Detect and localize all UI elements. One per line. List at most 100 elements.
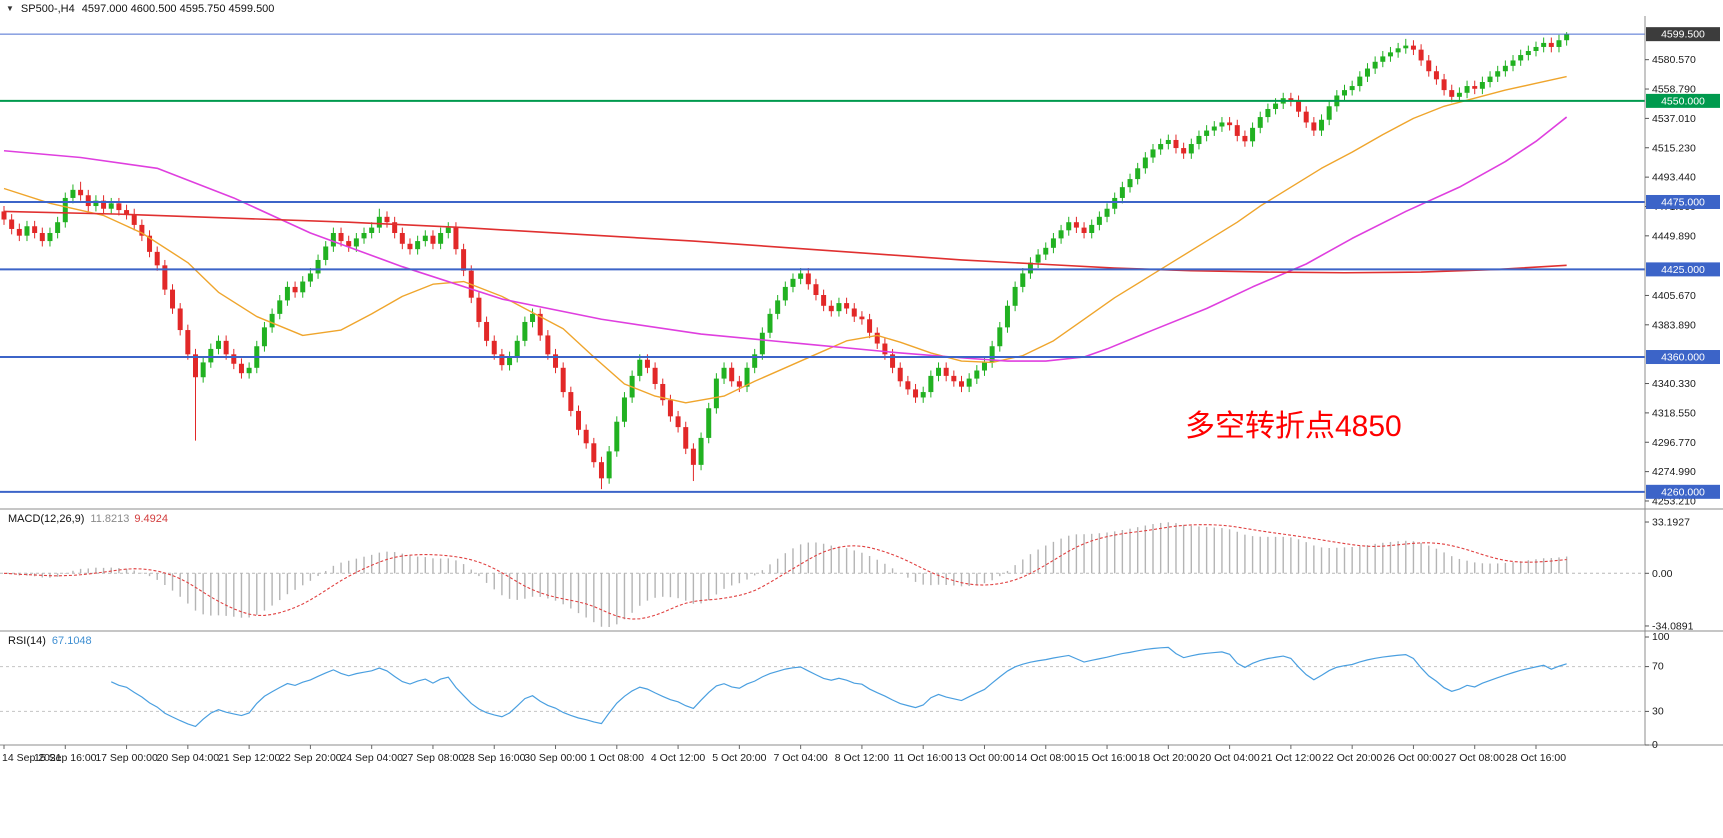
- price-line-badges[interactable]: 4550.000 4475.000 4425.000 4360.000 4260.000…: [1646, 27, 1720, 499]
- rsi-axis-label: 70: [1652, 661, 1664, 673]
- price-axis[interactable]: 4580.570 4558.790 4537.010 4515.230 4493.440…: [1645, 54, 1696, 507]
- candle: [1096, 216, 1102, 225]
- candle: [1548, 42, 1554, 47]
- candle: [238, 363, 244, 374]
- candle: [323, 246, 329, 260]
- ma-fast-orange: [3, 75, 1567, 404]
- candle: [706, 408, 712, 438]
- candle: [981, 362, 987, 371]
- candle: [522, 321, 528, 341]
- chart-menu-arrow-icon[interactable]: ▼: [6, 4, 14, 13]
- candle: [124, 210, 130, 215]
- candle: [1357, 76, 1363, 87]
- candle: [951, 375, 957, 382]
- time-tick-label: 18 Oct 20:00: [1138, 752, 1198, 764]
- time-tick-label: 21 Oct 12:00: [1261, 752, 1321, 764]
- candle: [1043, 247, 1049, 255]
- candle: [1349, 86, 1355, 91]
- price-badge: [1646, 27, 1720, 42]
- candle: [438, 232, 444, 244]
- macd-main-value: 11.8213: [90, 513, 130, 525]
- candle: [338, 232, 344, 242]
- candle: [62, 197, 68, 223]
- horizontal-lines[interactable]: [0, 33, 1645, 493]
- time-tick-label: 27 Oct 08:00: [1445, 752, 1505, 764]
- rsi-name: RSI(14): [8, 635, 46, 647]
- candle: [422, 235, 428, 242]
- macd-axis-label: -34.0891: [1652, 620, 1694, 632]
- macd-axis-label: 33.1927: [1652, 517, 1690, 529]
- candle: [491, 340, 497, 355]
- candle: [101, 200, 107, 209]
- price-tick-label: 4296.770: [1652, 437, 1696, 449]
- panel-separators: [0, 16, 1723, 746]
- candle: [162, 265, 168, 290]
- candle: [55, 222, 61, 233]
- candle: [47, 232, 53, 242]
- candle: [1372, 61, 1378, 69]
- candle: [1518, 55, 1524, 61]
- candle: [1012, 286, 1018, 306]
- candle: [346, 241, 352, 247]
- candle: [1311, 122, 1317, 131]
- candle: [867, 319, 873, 333]
- candle: [1479, 82, 1485, 89]
- price-tick-label: 4580.570: [1652, 54, 1696, 66]
- macd-panel[interactable]: 33.1927 0.00 -34.0891: [0, 517, 1694, 633]
- candle: [154, 251, 160, 266]
- candle: [890, 354, 896, 368]
- candle: [1426, 60, 1432, 72]
- candle: [269, 313, 275, 328]
- candle: [530, 313, 536, 322]
- candle: [637, 359, 643, 376]
- candle: [805, 273, 811, 285]
- ma-mid-magenta: [3, 116, 1568, 362]
- svg-text:4599.500: 4599.500: [1661, 29, 1705, 41]
- candle: [392, 222, 398, 233]
- candle: [1135, 168, 1141, 180]
- candle: [790, 278, 796, 287]
- candle: [1242, 135, 1248, 142]
- time-tick-label: 14 Oct 08:00: [1016, 752, 1076, 764]
- candle: [246, 367, 252, 374]
- price-tick-label: 4340.330: [1652, 378, 1696, 390]
- time-tick-label: 11 Oct 16:00: [894, 752, 954, 764]
- candle: [361, 232, 367, 239]
- candle: [667, 400, 673, 417]
- candle: [1196, 135, 1202, 145]
- candle: [1127, 179, 1133, 188]
- candle: [782, 286, 788, 301]
- time-tick-label: 17 Sep 00:00: [95, 752, 158, 764]
- candle: [1449, 90, 1455, 97]
- rsi-axis-label: 0: [1652, 739, 1658, 751]
- candle: [284, 286, 290, 301]
- candle: [223, 340, 229, 355]
- candle: [1234, 125, 1240, 136]
- macd-name: MACD(12,26,9): [8, 513, 85, 525]
- candle: [1219, 122, 1225, 127]
- candle: [767, 313, 773, 333]
- candle: [1265, 108, 1271, 118]
- candle: [1487, 76, 1493, 83]
- candle: [1250, 127, 1256, 142]
- time-tick-label: 1 Oct 08:00: [590, 752, 644, 764]
- candle: [905, 381, 911, 390]
- candle: [1081, 227, 1087, 233]
- candle: [1188, 144, 1194, 154]
- candle: [721, 367, 727, 379]
- time-tick-label: 8 Oct 12:00: [835, 752, 889, 764]
- ohlc-readout: 4597.000 4600.500 4595.750 4599.500: [81, 3, 275, 15]
- candle: [959, 381, 964, 387]
- time-tick-label: 5 Oct 20:00: [712, 752, 766, 764]
- chart-header: ▼ SP500-,H4 4597.000 4600.500 4595.750 4…: [6, 3, 274, 15]
- price-badge: [1646, 194, 1720, 209]
- candle: [131, 214, 137, 225]
- candle: [1418, 49, 1424, 61]
- candle: [292, 286, 298, 293]
- rsi-panel[interactable]: 100 70 30 0: [0, 631, 1670, 751]
- candle: [1387, 52, 1393, 57]
- candle: [660, 383, 666, 401]
- candle: [369, 227, 375, 233]
